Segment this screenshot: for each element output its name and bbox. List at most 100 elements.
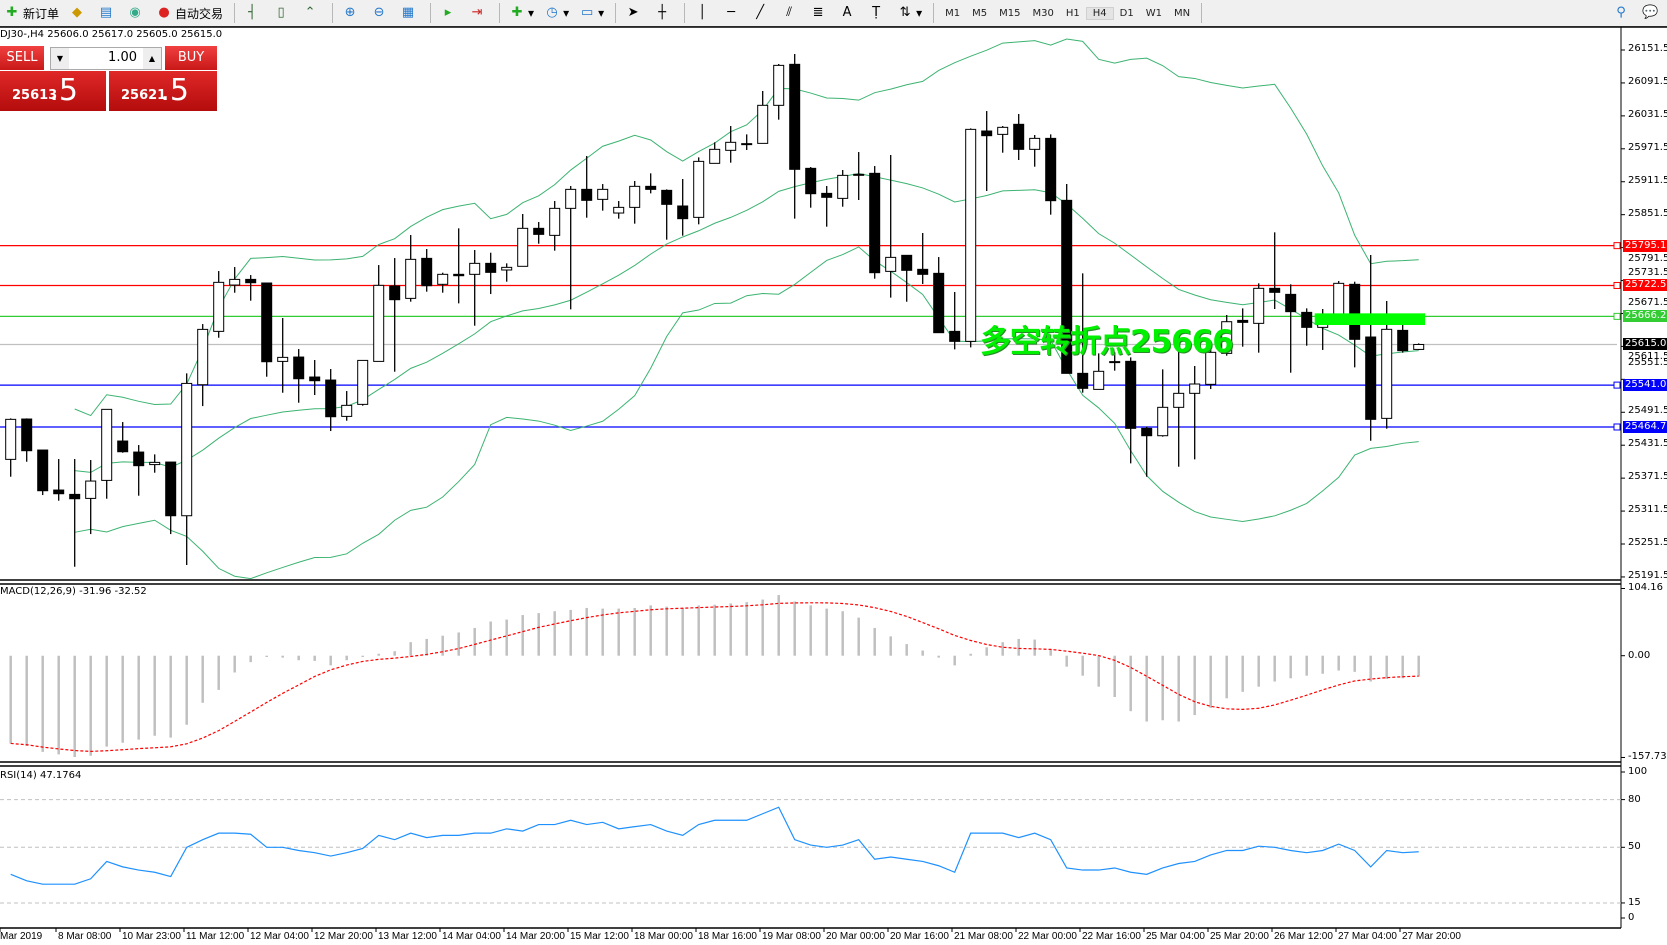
sell-button[interactable]: SELL [0,46,44,70]
candlestick-icon: ▯ [277,5,285,20]
timeframe-d1[interactable]: D1 [1119,7,1134,19]
trendline-button[interactable]: ╱ [748,2,775,24]
toolbar: ✚ 新订单 ◆ ▤ ◉ ● 自动交易 ┤ ▯ ⌃ ⊕ ⊖ ▦ ▸ ⇥ ✚ ▾ ◷ ▾ ▭… [0,0,1667,27]
autoscroll-button[interactable]: ▸ [436,2,463,24]
text-label-button[interactable]: Ṭ [864,2,891,24]
candle-body-bull [1381,328,1393,419]
candle [1301,308,1313,346]
candle-body-bear [293,356,305,380]
time-axis-label: 21 Mar 08:00 [954,931,1013,942]
lot-increase-icon[interactable]: ▲ [143,48,161,69]
candle [597,184,609,211]
candle [197,324,209,407]
candle-body-bear [581,188,593,201]
auto-trading-button[interactable]: ● 自动交易 [152,2,227,24]
candle-body-bear [53,489,65,495]
candle [437,272,449,293]
market-watch-button[interactable]: ▤ [94,2,121,24]
divider [933,3,935,23]
auto-trading-icon: ● [158,5,170,20]
zoom-out-icon: ⊖ [373,5,385,20]
candle [1013,114,1025,160]
zoom-out-button[interactable]: ⊖ [367,2,394,24]
candle-body-bear [1125,360,1137,429]
candle-body-bull [629,185,641,208]
macd-axis-label: 0.00 [1628,649,1651,661]
timeframe-m15[interactable]: M15 [999,7,1021,19]
divider [430,3,432,23]
tile-windows-button[interactable]: ▦ [396,2,423,24]
new-order-button[interactable]: ✚ 新订单 [0,2,63,24]
candle [981,111,993,192]
buy-button[interactable]: BUY [165,46,217,70]
buy-price-button[interactable]: 25621 .5 [109,71,217,111]
new-order-label: 新订单 [23,6,60,21]
candle [1045,134,1057,215]
signals-icon: ◉ [129,5,141,20]
bar-chart-button[interactable]: ┤ [240,2,267,24]
arrows-button[interactable]: ⇅ ▾ [893,2,926,24]
sell-price-button[interactable]: 25613 .5 [0,71,106,111]
candle-body-bull [965,128,977,342]
timeframe-m30[interactable]: M30 [1032,7,1054,19]
price-axis-label: 25491.5 [1628,405,1667,417]
line-chart-button[interactable]: ⌃ [298,2,325,24]
candle-body-bear [1141,427,1153,437]
candle-body-bull [277,356,289,362]
community-button[interactable]: 💬 [1638,2,1665,24]
candle [357,359,369,406]
candle [821,186,833,227]
fibonacci-button[interactable]: ≣ [806,2,833,24]
price-line-tag: 25722.5 [1623,279,1667,292]
indicators-button[interactable]: ✚ ▾ [505,2,538,24]
search-button[interactable]: ⚲ [1609,2,1636,24]
candle-body-bear [1013,123,1025,150]
candle [837,169,849,207]
templates-button[interactable]: ▭ ▾ [580,5,605,20]
timeframe-m5[interactable]: M5 [972,7,988,19]
candle-body-bull [1173,392,1185,408]
candle [805,167,817,208]
price-line-handle [1613,423,1621,431]
lot-decrease-icon[interactable]: ▼ [51,48,69,69]
timeframe-m1[interactable]: M1 [945,7,961,19]
signals-button[interactable]: ◉ [123,2,150,24]
divider [234,3,236,23]
pivot-annotation[interactable]: 多空转折点25666 [980,324,1234,360]
candle-body-bear [1045,137,1057,202]
text-button[interactable]: A [835,2,862,24]
candle-body-bull [469,262,481,275]
candle-body-bull [197,328,209,386]
candle [869,166,881,279]
chart-shift-button[interactable]: ⇥ [465,2,492,24]
horizontal-line-button[interactable]: ─ [719,2,746,24]
candle [1029,135,1041,167]
sell-price-frac: .5 [49,73,78,108]
lot-size-input[interactable]: ▼ 1.00 ▲ [50,47,162,70]
cursor-button[interactable]: ➤ [621,2,648,24]
timeframe-h1[interactable]: H1 [1065,7,1080,19]
candle-body-bull [405,258,417,299]
price-line-tag: 25795.1 [1623,239,1667,252]
timeframe-mn[interactable]: MN [1173,7,1191,19]
candle [693,157,705,225]
history-button[interactable]: ◆ [65,2,92,24]
periods-button[interactable]: ◷ ▾ [540,2,573,24]
candle [37,449,49,496]
trendline-icon: ╱ [756,5,765,20]
vertical-line-button[interactable]: │ [690,2,717,24]
timeframe-w1[interactable]: W1 [1145,7,1162,19]
zoom-in-button[interactable]: ⊕ [338,2,365,24]
timeframe-h4[interactable]: H4 [1085,6,1114,20]
price-axis-label: 26151.5 [1628,43,1667,54]
price-axis-label: 25671.5 [1628,297,1667,309]
time-axis-label: 20 Mar 00:00 [826,931,885,942]
candle-body-bull [149,461,161,466]
candle [181,373,193,566]
candlestick-button[interactable]: ▯ [269,2,296,24]
text-icon: A [842,5,852,20]
equidistant-channel-button[interactable]: ⫽ [777,2,804,24]
candle-body-bull [885,256,897,272]
crosshair-button[interactable]: ┼ [650,2,677,24]
